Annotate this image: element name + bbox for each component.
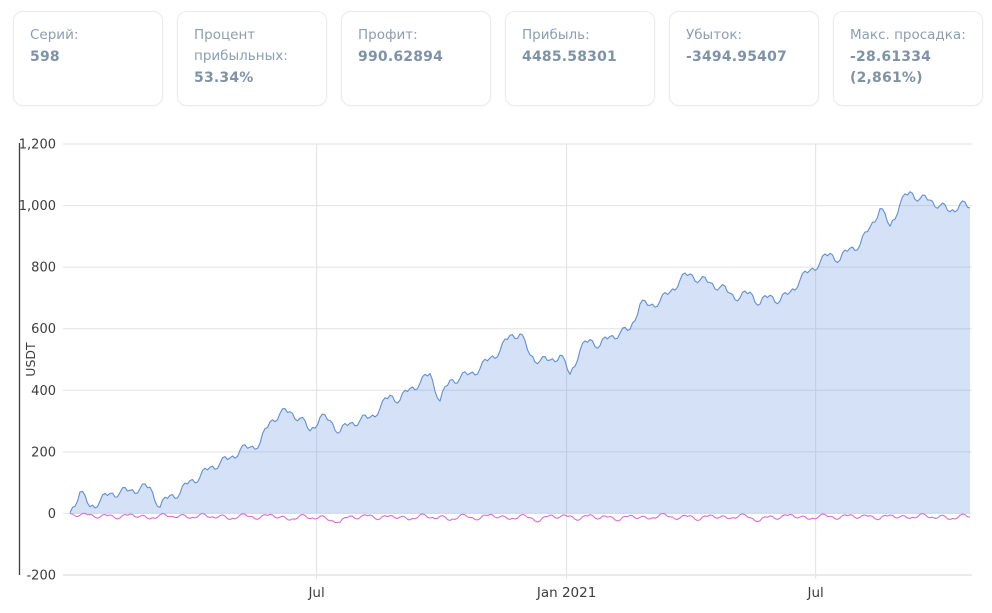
y-tick-label: -200 (26, 569, 56, 584)
x-tick-label: Jul (807, 585, 824, 601)
stat-label: Процент прибыльных: (194, 27, 288, 64)
x-tick-label: Jan 2021 (536, 585, 596, 601)
stat-card-gain: Прибыль: 4485.58301 (505, 11, 655, 106)
stat-value: 53.34% (194, 70, 254, 86)
stat-value: 4485.58301 (522, 49, 617, 65)
stat-card-profit: Профит: 990.62894 (341, 11, 491, 106)
drawdown-line (69, 512, 971, 524)
equity-line (69, 191, 971, 514)
y-tick-label: 800 (31, 261, 56, 276)
stat-card-max-drawdown: Макс. просадка: -28.61334 (2,861%) (833, 11, 983, 106)
y-tick-label: 200 (31, 445, 56, 460)
stat-value: -28.61334 (850, 49, 932, 65)
stat-value: -3494.95407 (686, 49, 787, 65)
stat-label: Прибыль: (522, 27, 590, 43)
y-tick-label: 600 (31, 322, 56, 337)
equity-area (70, 191, 970, 514)
stat-value: 990.62894 (358, 49, 444, 65)
stat-value-percent: (2,861%) (850, 70, 923, 86)
y-tick-label: 1,000 (19, 199, 56, 214)
y-tick-label: 400 (31, 384, 56, 399)
stat-card-win-percent: Процент прибыльных: 53.34% (177, 11, 327, 106)
equity-chart[interactable]: 1,200 1,000 800 600 400 200 0 -200 Jul Jan 2021 Ju… (0, 130, 992, 613)
stat-label: Профит: (358, 27, 418, 43)
stat-label: Макс. просадка: (850, 27, 966, 43)
y-axis-title: USDT (23, 342, 38, 377)
y-tick-label: 0 (48, 507, 56, 522)
y-tick-label: 1,200 (19, 138, 56, 153)
stat-card-series: Серий: 598 (13, 11, 163, 106)
stat-card-loss: Убыток: -3494.95407 (669, 11, 819, 106)
stat-label: Серий: (30, 27, 79, 43)
stat-label: Убыток: (686, 27, 743, 43)
stat-value: 598 (30, 49, 60, 65)
stats-cards: Серий: 598 Процент прибыльных: 53.34% Пр… (13, 11, 983, 106)
x-tick-label: Jul (307, 585, 324, 601)
